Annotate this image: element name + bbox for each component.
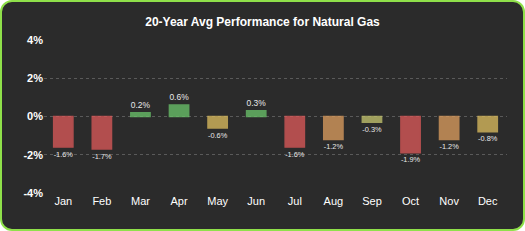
svg-text:0.6%: 0.6% (169, 92, 189, 102)
svg-text:Feb: Feb (92, 195, 111, 207)
svg-text:-0.6%: -0.6% (208, 131, 228, 140)
svg-text:Jul: Jul (288, 195, 302, 207)
svg-text:-0.3%: -0.3% (362, 125, 382, 134)
svg-text:4%: 4% (27, 34, 43, 46)
svg-text:Mar: Mar (131, 195, 150, 207)
svg-text:-1.6%: -1.6% (285, 150, 305, 159)
svg-text:Dec: Dec (478, 195, 498, 207)
svg-text:0.3%: 0.3% (247, 98, 267, 108)
svg-text:20-Year Avg Performance for Na: 20-Year Avg Performance for Natural Gas (145, 15, 380, 29)
svg-text:Aug: Aug (324, 195, 344, 207)
svg-text:Sep: Sep (362, 195, 382, 207)
svg-text:May: May (207, 195, 228, 207)
svg-text:2%: 2% (27, 72, 43, 84)
svg-text:-1.2%: -1.2% (324, 142, 344, 151)
svg-text:-0.8%: -0.8% (478, 134, 498, 143)
svg-text:Jan: Jan (54, 195, 72, 207)
svg-text:Apr: Apr (170, 195, 187, 207)
svg-text:-1.2%: -1.2% (439, 142, 459, 151)
svg-text:Jun: Jun (247, 195, 265, 207)
svg-text:Oct: Oct (402, 195, 419, 207)
svg-text:-2%: -2% (23, 149, 43, 161)
svg-text:-1.7%: -1.7% (92, 152, 112, 161)
svg-text:-1.6%: -1.6% (54, 150, 74, 159)
svg-text:0%: 0% (27, 110, 43, 122)
svg-text:0.2%: 0.2% (131, 100, 151, 110)
svg-text:-1.9%: -1.9% (401, 155, 421, 164)
svg-text:-4%: -4% (23, 187, 43, 199)
svg-text:Nov: Nov (439, 195, 459, 207)
